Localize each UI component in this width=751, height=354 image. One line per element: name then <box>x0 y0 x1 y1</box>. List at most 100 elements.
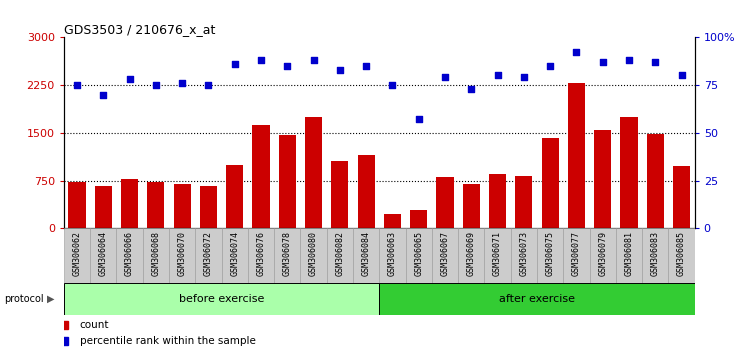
Bar <box>68 182 86 228</box>
FancyBboxPatch shape <box>563 228 590 283</box>
Point <box>623 57 635 63</box>
FancyBboxPatch shape <box>590 228 616 283</box>
Text: GSM306078: GSM306078 <box>283 231 291 276</box>
Bar <box>200 186 217 228</box>
FancyBboxPatch shape <box>537 228 563 283</box>
FancyBboxPatch shape <box>143 228 169 283</box>
Point <box>71 82 83 88</box>
Bar <box>357 155 375 228</box>
Text: GSM306075: GSM306075 <box>546 231 554 276</box>
Point <box>360 63 372 69</box>
FancyBboxPatch shape <box>222 228 248 283</box>
Bar <box>121 179 138 228</box>
Point <box>518 74 530 80</box>
FancyBboxPatch shape <box>248 228 274 283</box>
Point <box>176 80 188 86</box>
Point <box>466 86 478 92</box>
FancyBboxPatch shape <box>64 283 379 315</box>
FancyBboxPatch shape <box>668 228 695 283</box>
Bar <box>489 174 506 228</box>
Bar <box>463 184 480 228</box>
Point <box>98 92 110 97</box>
Text: count: count <box>80 320 109 330</box>
FancyBboxPatch shape <box>274 228 300 283</box>
FancyBboxPatch shape <box>484 228 511 283</box>
Point <box>255 57 267 63</box>
Text: GSM306068: GSM306068 <box>152 231 160 276</box>
Bar <box>647 134 664 228</box>
Bar <box>252 125 270 228</box>
Bar <box>410 211 427 228</box>
Point <box>571 50 583 55</box>
Bar <box>226 165 243 228</box>
Text: GSM306065: GSM306065 <box>415 231 423 276</box>
FancyBboxPatch shape <box>616 228 642 283</box>
Point <box>229 61 241 67</box>
Bar <box>515 176 532 228</box>
FancyBboxPatch shape <box>432 228 458 283</box>
Point <box>150 82 162 88</box>
Text: GSM306083: GSM306083 <box>651 231 659 276</box>
Text: GSM306064: GSM306064 <box>99 231 107 276</box>
FancyBboxPatch shape <box>406 228 432 283</box>
FancyBboxPatch shape <box>116 228 143 283</box>
Text: GSM306079: GSM306079 <box>599 231 607 276</box>
Text: before exercise: before exercise <box>179 294 264 304</box>
Text: GSM306073: GSM306073 <box>520 231 528 276</box>
Point <box>282 63 294 69</box>
Bar <box>594 130 611 228</box>
FancyBboxPatch shape <box>353 228 379 283</box>
Text: GSM306072: GSM306072 <box>204 231 213 276</box>
Point <box>492 73 504 78</box>
Point <box>597 59 609 65</box>
Text: GSM306066: GSM306066 <box>125 231 134 276</box>
Text: GSM306082: GSM306082 <box>336 231 344 276</box>
Point <box>334 67 346 73</box>
Point <box>544 63 556 69</box>
Text: GSM306062: GSM306062 <box>73 231 81 276</box>
FancyBboxPatch shape <box>379 228 406 283</box>
Point <box>676 73 688 78</box>
FancyBboxPatch shape <box>195 228 222 283</box>
Bar <box>436 177 454 228</box>
Bar <box>541 138 559 228</box>
Point <box>413 116 425 122</box>
Bar <box>384 214 401 228</box>
Text: after exercise: after exercise <box>499 294 575 304</box>
Bar <box>95 186 112 228</box>
Bar <box>147 182 164 228</box>
Text: GSM306085: GSM306085 <box>677 231 686 276</box>
FancyBboxPatch shape <box>327 228 353 283</box>
FancyBboxPatch shape <box>300 228 327 283</box>
Bar <box>620 118 638 228</box>
Text: GSM306070: GSM306070 <box>178 231 186 276</box>
FancyBboxPatch shape <box>169 228 195 283</box>
Point <box>439 74 451 80</box>
Point <box>203 82 215 88</box>
Point <box>124 76 136 82</box>
Bar <box>305 117 322 228</box>
Bar <box>173 184 191 228</box>
FancyBboxPatch shape <box>90 228 116 283</box>
Text: protocol: protocol <box>4 294 44 304</box>
Point <box>649 59 661 65</box>
FancyBboxPatch shape <box>642 228 668 283</box>
Text: GSM306063: GSM306063 <box>388 231 397 276</box>
Text: ▶: ▶ <box>47 294 54 304</box>
Text: GSM306081: GSM306081 <box>625 231 633 276</box>
Bar <box>673 166 690 228</box>
FancyBboxPatch shape <box>511 228 537 283</box>
FancyBboxPatch shape <box>458 228 484 283</box>
Text: GSM306080: GSM306080 <box>309 231 318 276</box>
Bar <box>331 161 348 228</box>
Bar <box>279 135 296 228</box>
Text: GSM306071: GSM306071 <box>493 231 502 276</box>
Bar <box>568 83 585 228</box>
Text: GSM306067: GSM306067 <box>441 231 449 276</box>
Text: GSM306074: GSM306074 <box>231 231 239 276</box>
Text: GSM306069: GSM306069 <box>467 231 475 276</box>
Text: GSM306077: GSM306077 <box>572 231 581 276</box>
Point <box>308 57 320 63</box>
Text: GDS3503 / 210676_x_at: GDS3503 / 210676_x_at <box>64 23 216 36</box>
Text: GSM306084: GSM306084 <box>362 231 370 276</box>
